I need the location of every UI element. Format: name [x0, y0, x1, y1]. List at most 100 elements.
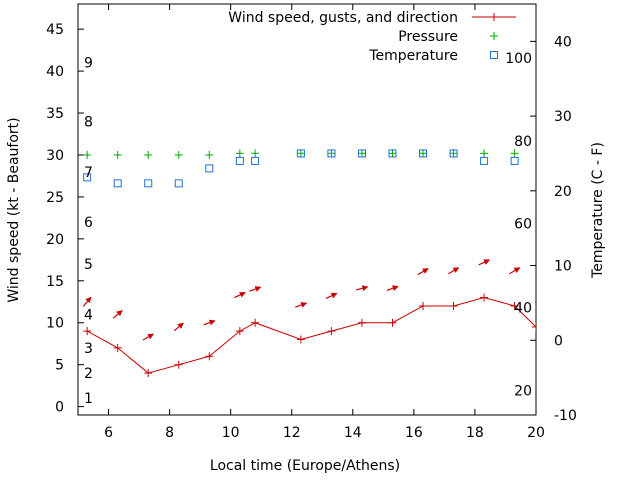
- pressure-point: [174, 150, 183, 159]
- temperature-point: [83, 173, 92, 182]
- legend-label-pressure: Pressure: [398, 29, 458, 45]
- pressure-point: [144, 150, 153, 159]
- temperature-point: [251, 156, 260, 165]
- pressure-point: [83, 150, 92, 159]
- wind-speed-point: [235, 327, 244, 336]
- wind-speed-line: [86, 297, 536, 374]
- wind-direction-arrow: [386, 285, 399, 291]
- wind-direction-arrow: [295, 302, 308, 308]
- wind-speed-point: [449, 301, 458, 310]
- wind-direction-arrow: [203, 319, 216, 326]
- beaufort-label: 3: [84, 341, 93, 357]
- wind-speed-point: [327, 327, 336, 336]
- wind-speed-point: [419, 301, 428, 310]
- wind-speed-point: [296, 335, 305, 344]
- temperature-point: [174, 179, 183, 188]
- wind-direction-arrow: [142, 333, 154, 341]
- pressure-point: [113, 150, 122, 159]
- pressure-point: [449, 149, 458, 158]
- y-right-tick-label: 10: [554, 259, 572, 275]
- wind-speed-point: [532, 322, 536, 331]
- x-tick-label: 14: [344, 425, 362, 441]
- pressure-point: [388, 149, 397, 158]
- wind-direction-arrow: [509, 267, 521, 275]
- wind-direction-arrow: [173, 322, 184, 332]
- pressure-point: [357, 149, 366, 158]
- plot-area: [82, 149, 536, 378]
- temperature-point: [480, 156, 489, 165]
- beaufort-label: 5: [84, 257, 93, 273]
- plot-frame: [77, 3, 537, 416]
- fahrenheit-label: 20: [514, 383, 532, 399]
- legend-label-temperature: Temperature: [368, 48, 458, 64]
- pressure-point: [235, 149, 244, 158]
- y-right-tick-label: 30: [554, 109, 572, 125]
- temperature-point: [144, 179, 153, 188]
- wind-direction-arrow: [82, 296, 92, 307]
- pressure-point: [251, 149, 260, 158]
- temperature-point: [449, 149, 458, 158]
- wind-speed-point: [144, 369, 153, 378]
- x-tick-label: 12: [283, 425, 301, 441]
- pressure-point: [296, 149, 305, 158]
- wind-direction-arrow: [234, 291, 246, 299]
- beaufort-label: 8: [84, 114, 93, 130]
- wind-speed-point: [510, 301, 519, 310]
- wind-direction-arrow: [448, 267, 460, 275]
- temperature-point: [388, 149, 397, 158]
- y-axis-label-left: Wind speed (kt - Beaufort): [6, 117, 22, 302]
- x-tick-label: 18: [466, 425, 484, 441]
- y-right-tick-label: 40: [554, 34, 572, 50]
- x-tick-label: 6: [104, 425, 113, 441]
- beaufort-label: 1: [84, 391, 93, 407]
- pressure-point: [480, 149, 489, 158]
- y-left-tick-label: 45: [46, 22, 64, 38]
- legend-label-wind: Wind speed, gusts, and direction: [228, 10, 458, 26]
- pressure-point: [205, 150, 214, 159]
- temperature-point: [205, 164, 214, 173]
- wind-direction-arrow: [356, 285, 369, 292]
- wind-speed-point: [357, 318, 366, 327]
- fahrenheit-label: 60: [514, 217, 532, 233]
- temperature-point: [296, 149, 305, 158]
- x-tick-label: 16: [405, 425, 423, 441]
- beaufort-label: 2: [84, 366, 93, 382]
- y-left-tick-label: 35: [46, 106, 64, 122]
- y-axis-label-right: Temperature (C - F): [590, 142, 606, 279]
- beaufort-label: 6: [84, 215, 93, 231]
- wind-speed-point: [205, 352, 214, 361]
- fahrenheit-label: 100: [505, 51, 532, 67]
- temperature-point: [327, 149, 336, 158]
- wind-direction-arrow: [417, 268, 429, 276]
- temperature-point: [419, 149, 428, 158]
- x-axis-label: Local time (Europe/Athens): [210, 458, 400, 474]
- y-right-tick-label: 20: [554, 184, 572, 200]
- fahrenheit-label: 80: [514, 134, 532, 150]
- wind-speed-point: [174, 360, 183, 369]
- wind-speed-point: [480, 293, 489, 302]
- beaufort-label: 9: [84, 56, 93, 72]
- temperature-point: [113, 179, 122, 188]
- pressure-point: [419, 149, 428, 158]
- legend-sample-pressure: [490, 32, 498, 40]
- temperature-point: [510, 156, 519, 165]
- wind-speed-point: [388, 318, 397, 327]
- legend: Wind speed, gusts, and direction Pressur…: [228, 10, 516, 64]
- y-left-tick-label: 40: [46, 64, 64, 80]
- beaufort-label: 7: [84, 165, 93, 181]
- y-left-tick-label: 0: [55, 400, 64, 416]
- temperature-point: [235, 156, 244, 165]
- fahrenheit-label: 40: [514, 300, 532, 316]
- y-left-tick-label: 25: [46, 190, 64, 206]
- wind-direction-arrow: [478, 259, 491, 266]
- wind-speed-point: [83, 327, 92, 336]
- wind-speed-point: [251, 318, 260, 327]
- wind-direction-arrow: [112, 310, 123, 319]
- temperature-point: [357, 149, 366, 158]
- y-right-tick-label: 0: [554, 333, 563, 349]
- y-left-tick-label: 20: [46, 232, 64, 248]
- wind-direction-arrow: [249, 286, 262, 292]
- y-left-tick-label: 15: [46, 274, 64, 290]
- pressure-point: [510, 149, 519, 158]
